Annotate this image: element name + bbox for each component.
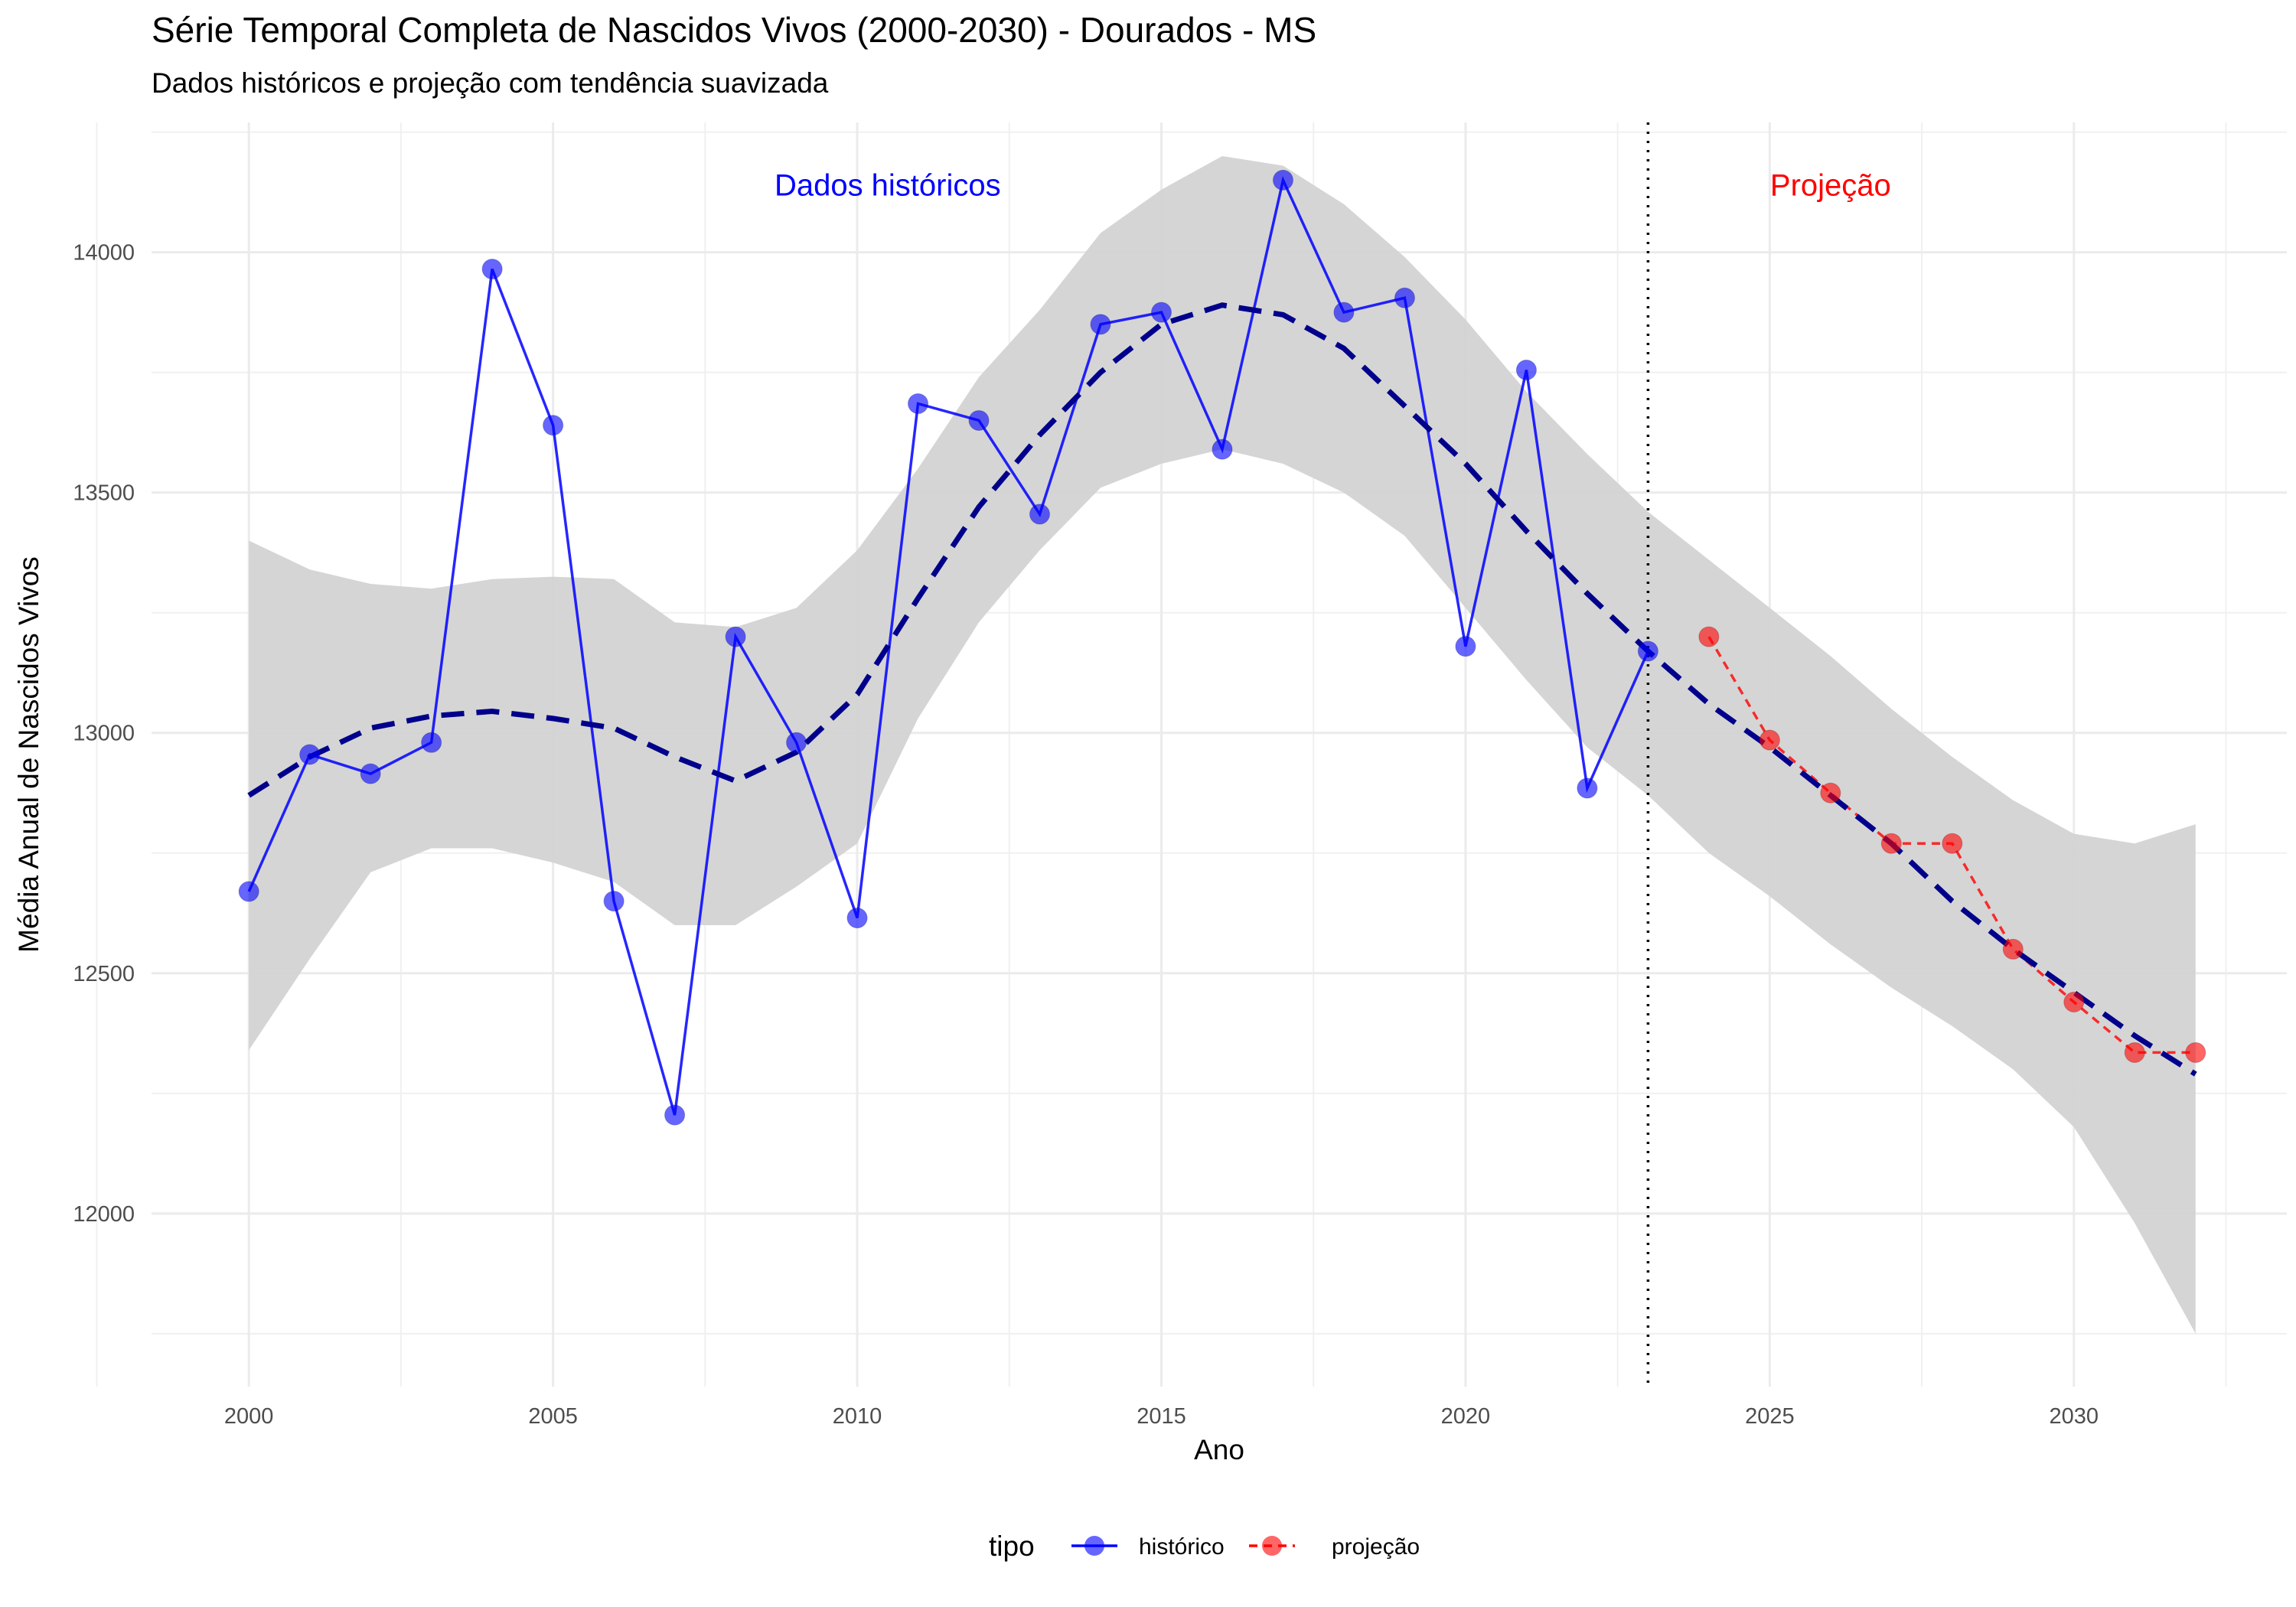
y-tick-label: 12000: [73, 1202, 135, 1227]
point-historico: [1394, 287, 1415, 308]
chart-subtitle: Dados históricos e projeção com tendênci…: [152, 67, 829, 99]
x-tick-label: 2015: [1137, 1404, 1186, 1429]
point-historico: [968, 409, 990, 431]
trend-group: [247, 302, 2197, 1077]
point-historico: [603, 891, 625, 912]
x-tick-label: 2005: [528, 1404, 578, 1429]
point-historico: [360, 763, 381, 784]
annotations-group: Dados históricos Projeção: [775, 169, 1891, 203]
x-tick-label: 2010: [833, 1404, 882, 1429]
chart-title: Série Temporal Completa de Nascidos Vivo…: [152, 10, 1317, 50]
point-projecao: [2063, 991, 2085, 1012]
legend-key-point: [1262, 1536, 1282, 1556]
confidence-ribbon-group: [249, 156, 2196, 1334]
legend-key-point: [1084, 1536, 1104, 1556]
series-line-historico: [247, 175, 1649, 1116]
point-historico: [238, 881, 259, 902]
axes-group: 2000 2005 2010 2015 2020 2025 2030 12000 12500 13…: [13, 241, 2099, 1465]
point-historico: [1515, 359, 1537, 380]
point-historico: [1455, 636, 1476, 657]
legend-entry-label: histórico: [1139, 1534, 1225, 1560]
point-historico: [481, 259, 503, 280]
point-projecao: [1698, 626, 1720, 647]
point-projecao: [1820, 782, 1841, 804]
x-tick-label: 2025: [1745, 1404, 1795, 1429]
annotation-label: Dados históricos: [775, 169, 1001, 203]
point-historico: [725, 626, 746, 647]
y-tick-label: 13000: [73, 722, 135, 746]
point-historico: [299, 744, 321, 765]
point-historico: [1212, 438, 1233, 460]
point-historico: [1577, 777, 1598, 799]
point-historico: [908, 393, 929, 414]
y-tick-label: 13500: [73, 481, 135, 506]
x-tick-label: 2030: [2050, 1404, 2099, 1429]
point-historico: [1090, 314, 1111, 335]
point-historico: [1029, 504, 1051, 525]
point-historico: [1272, 169, 1293, 191]
point-historico: [1333, 302, 1355, 323]
y-axis-title: Média Anual de Nascidos Vivos: [13, 556, 44, 953]
points-group: [238, 169, 2206, 1126]
point-historico: [421, 732, 442, 753]
confidence-ribbon: [249, 156, 2196, 1334]
point-historico: [543, 415, 564, 436]
trend-line: [247, 302, 2197, 1077]
point-historico: [1637, 641, 1658, 662]
point-projecao: [1880, 833, 1902, 854]
legend-title: tipo: [989, 1530, 1035, 1562]
y-tick-label: 14000: [73, 241, 135, 266]
point-projecao: [2185, 1041, 2206, 1063]
legend: tipo histórico projeção: [989, 1530, 1420, 1562]
point-historico: [1150, 302, 1172, 323]
point-projecao: [1942, 833, 1963, 854]
x-axis-title: Ano: [1194, 1434, 1244, 1465]
point-projecao: [2002, 938, 2024, 960]
annotation-label: Projeção: [1770, 169, 1891, 203]
point-projecao: [1759, 729, 1780, 751]
x-tick-label: 2000: [224, 1404, 274, 1429]
point-historico: [786, 732, 807, 753]
point-historico: [846, 908, 868, 929]
x-tick-label: 2020: [1441, 1404, 1491, 1429]
legend-entry-label: projeção: [1332, 1534, 1420, 1560]
point-projecao: [2124, 1041, 2145, 1063]
point-historico: [664, 1104, 686, 1126]
y-tick-label: 12500: [73, 962, 135, 986]
